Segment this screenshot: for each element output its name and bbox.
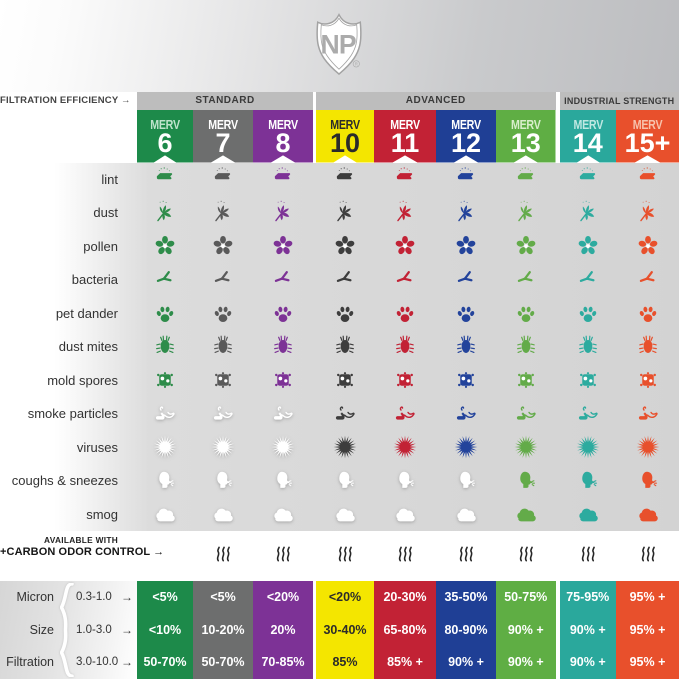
svg-text:NP: NP [321,30,356,60]
svg-text:R: R [355,62,358,67]
